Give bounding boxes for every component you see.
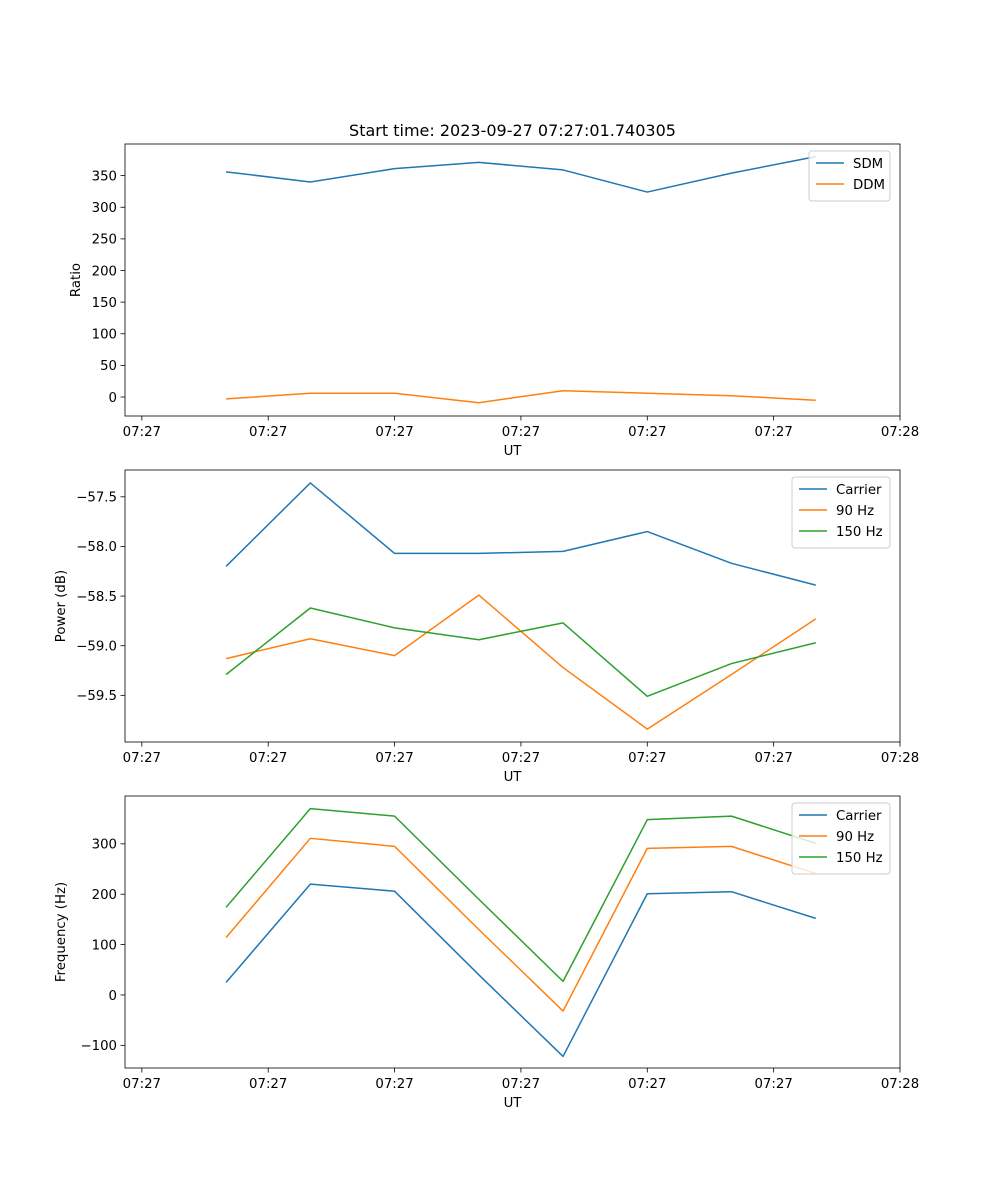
power-y-tick-label: −58.5 <box>76 590 117 605</box>
power-x-axis-label: UT <box>504 770 523 785</box>
frequency-x-tick-label: 07:27 <box>249 1077 287 1092</box>
ratio-y-tick-label: 50 <box>100 359 117 374</box>
ratio-panel: 07:27 07:27 07:27 07:27 07:27 07:27 07:28 0 50 10… <box>69 143 919 459</box>
frequency-axes-frame <box>124 795 901 1069</box>
power-x-tick-label: 07:27 <box>628 751 666 766</box>
ratio-y-tick-label: 100 <box>92 328 117 343</box>
frequency-y-tick-label: 100 <box>92 938 117 953</box>
power-x-tick-label: 07:27 <box>502 751 540 766</box>
power-series-carrier <box>225 482 816 586</box>
power-x-tick-label: 07:27 <box>249 751 287 766</box>
power-legend-label: 90 Hz <box>836 504 874 519</box>
frequency-x-tick-label: 07:28 <box>881 1077 919 1092</box>
ratio-y-axis-label: Ratio <box>69 263 84 297</box>
ratio-y-tick-label: 0 <box>109 391 117 406</box>
power-x-tick-label: 07:27 <box>754 751 792 766</box>
frequency-series-90-hz <box>225 837 816 1012</box>
ratio-y-tick-label: 300 <box>92 201 117 216</box>
power-series-150-hz <box>225 607 816 698</box>
ratio-x-tick-label: 07:27 <box>628 425 666 440</box>
ratio-x-tick-label: 07:27 <box>249 425 287 440</box>
ratio-x-tick-label: 07:28 <box>881 425 919 440</box>
frequency-series-carrier <box>225 883 816 1058</box>
ratio-axes-frame <box>124 143 901 417</box>
ratio-legend-label: DDM <box>853 178 885 193</box>
power-axes-frame <box>124 469 901 743</box>
frequency-y-axis-label: Frequency (Hz) <box>54 882 69 982</box>
frequency-x-tick-label: 07:27 <box>502 1077 540 1092</box>
power-x-tick-label: 07:27 <box>375 751 413 766</box>
frequency-x-tick-label: 07:27 <box>123 1077 161 1092</box>
ratio-x-tick-label: 07:27 <box>375 425 413 440</box>
frequency-legend-label: 150 Hz <box>836 851 883 866</box>
power-y-tick-label: −58.0 <box>76 540 117 555</box>
power-legend: Carrier 90 Hz 150 Hz <box>791 476 891 549</box>
frequency-x-axis-label: UT <box>504 1096 523 1111</box>
ratio-series-sdm <box>226 155 816 193</box>
frequency-y-tick-label: −100 <box>80 1039 117 1054</box>
chart-title: Start time: 2023-09-27 07:27:01.740305 <box>349 121 676 140</box>
ratio-y-tick-label: 250 <box>92 233 117 248</box>
power-y-tick-label: −57.5 <box>76 491 117 506</box>
ratio-y-tick-label: 150 <box>92 296 117 311</box>
frequency-y-tick-label: 0 <box>109 989 117 1004</box>
power-y-tick-label: −59.0 <box>76 640 117 655</box>
ratio-series-ddm <box>226 389 816 404</box>
power-x-tick-label: 07:28 <box>881 751 919 766</box>
frequency-x-tick-label: 07:27 <box>375 1077 413 1092</box>
ratio-legend: SDM DDM <box>808 150 891 202</box>
ratio-x-tick-label: 07:27 <box>123 425 161 440</box>
frequency-y-tick-label: 300 <box>92 838 117 853</box>
power-x-tick-label: 07:27 <box>123 751 161 766</box>
frequency-legend: Carrier 90 Hz 150 Hz <box>791 802 891 875</box>
ratio-x-tick-label: 07:27 <box>754 425 792 440</box>
power-legend-label: 150 Hz <box>836 525 883 540</box>
frequency-x-tick-label: 07:27 <box>754 1077 792 1092</box>
ratio-legend-label: SDM <box>853 157 883 172</box>
frequency-legend-label: Carrier <box>836 809 882 824</box>
ratio-y-tick-label: 200 <box>92 264 117 279</box>
frequency-series-150-hz <box>225 807 816 983</box>
power-y-tick-label: −59.5 <box>76 689 117 704</box>
frequency-y-tick-label: 200 <box>92 888 117 903</box>
frequency-panel: 07:27 07:27 07:27 07:27 07:27 07:27 07:28 −100 0… <box>54 795 919 1111</box>
power-y-axis-label: Power (dB) <box>54 570 69 642</box>
frequency-legend-label: 90 Hz <box>836 830 874 845</box>
power-panel: 07:27 07:27 07:27 07:27 07:27 07:27 07:28 −57.5… <box>54 469 919 785</box>
ratio-y-tick-label: 350 <box>92 169 117 184</box>
frequency-x-tick-label: 07:27 <box>628 1077 666 1092</box>
ratio-x-axis-label: UT <box>504 444 523 459</box>
ratio-x-tick-label: 07:27 <box>502 425 540 440</box>
power-legend-label: Carrier <box>836 483 882 498</box>
